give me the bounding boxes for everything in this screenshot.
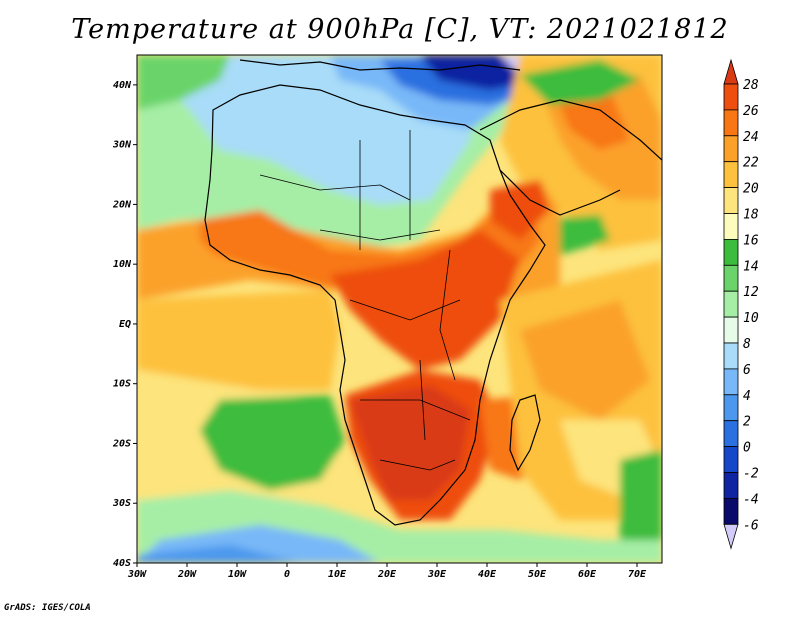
y-tick-label: 20N [112,199,132,210]
zone-southern-africa-hottest [350,385,470,500]
colorbar-label: 12 [743,285,759,300]
y-tick-label: 10S [113,379,131,390]
x-tick-label: 30E [427,569,447,580]
colorbar-box [723,83,739,111]
colorbar-box [723,497,739,525]
y-tick-label: 10N [113,259,132,270]
zone-indian-ocean-warm [520,300,650,420]
colorbar-box [723,342,739,370]
colorbar-box [723,187,739,214]
x-tick-label: 70E [628,569,647,580]
border-line [259,174,411,201]
zone-atlantic-mild [137,290,340,390]
x-tick-label: 10W [228,569,247,580]
x-tick-label: 50E [528,569,547,580]
colorbar-box [723,238,739,266]
zone-central-east-hot [330,230,520,370]
colorbar-label: 22 [743,156,759,171]
colorbar-label: -6 [743,518,759,533]
colorbar-label: 14 [743,259,759,274]
colorbar-label: 16 [743,233,759,248]
colorbar-box [723,290,739,318]
colorbar-box [723,213,739,240]
colorbar-label: -4 [743,492,759,507]
zone-west-atlantic-warm [137,240,230,300]
colorbar-label: 2 [743,415,751,430]
europe-coastline [239,59,521,71]
y-tick-label: EQ [119,319,131,330]
colorbar-box [723,135,739,163]
colorbar-label: 6 [743,363,751,378]
colorbar-box [723,394,739,422]
zone-arabia-hot [555,90,630,150]
credit-text: GrADS: IGES/COLA [4,603,91,613]
colorbar-label: 20 [743,182,759,197]
colorbar-label: 26 [743,104,759,119]
colorbar-label: 18 [743,208,759,223]
zone-east-green [620,450,662,563]
arabia-coastline-north [479,99,662,161]
zone-levant-green [520,60,640,105]
border-line [360,399,471,421]
arabia-coastline-south [499,169,621,216]
x-tick-label: 20W [177,569,197,580]
plot-frame [136,54,663,564]
border-line [439,249,456,381]
colorbar-box [723,316,739,344]
borders [259,130,471,471]
colorbar-box [723,368,739,396]
colorbar-top-arrow [723,58,739,85]
colorbar-label: 28 [743,78,759,93]
africa-coastline [204,84,546,526]
colorbar-label: 0 [743,441,751,456]
border-line [419,359,426,441]
axis-ticks: 30W 20W 10W 0 10E 20E 30E 40E 50E 60E 70E 40N 30N 20N… [112,80,647,580]
madagascar-coastline [509,394,541,472]
colorbar-box [723,161,739,188]
zone-southern-ocean-cold [137,545,300,563]
coastlines [204,59,662,526]
zone-south-atlantic-green [200,395,345,490]
colorbar-box [723,472,739,499]
colorbar-label: 4 [743,389,751,404]
colorbar-box [723,420,739,448]
colorbar-label: -2 [743,467,759,482]
y-tick-label: 30S [112,498,131,509]
temperature-field [137,55,662,563]
x-tick-label: 0 [284,569,290,580]
border-line [379,459,456,471]
colorbar-box [723,446,739,473]
colorbar-box [723,109,739,137]
border-line [349,299,461,321]
colorbar-box [723,264,739,292]
x-tick-label: 10E [328,569,347,580]
zone-atlantic-green [137,55,230,110]
y-tick-label: 30N [112,140,132,151]
x-tick-label: 60E [578,569,597,580]
colorbar-label: 8 [743,337,751,352]
border-line [319,229,441,241]
y-tick-label: 40S [113,558,131,569]
x-tick-label: 40E [478,569,497,580]
y-tick-label: 40N [113,80,132,91]
x-tick-label: 30W [127,569,147,580]
colorbar-label: 10 [743,311,759,326]
chart-title: Temperature at 900hPa [C], VT: 202102181… [71,14,729,45]
y-tick-label: 20S [112,438,131,449]
x-tick-label: 20E [377,569,397,580]
colorbar-bottom-arrow [723,523,739,550]
colorbar-label: 24 [743,130,759,145]
